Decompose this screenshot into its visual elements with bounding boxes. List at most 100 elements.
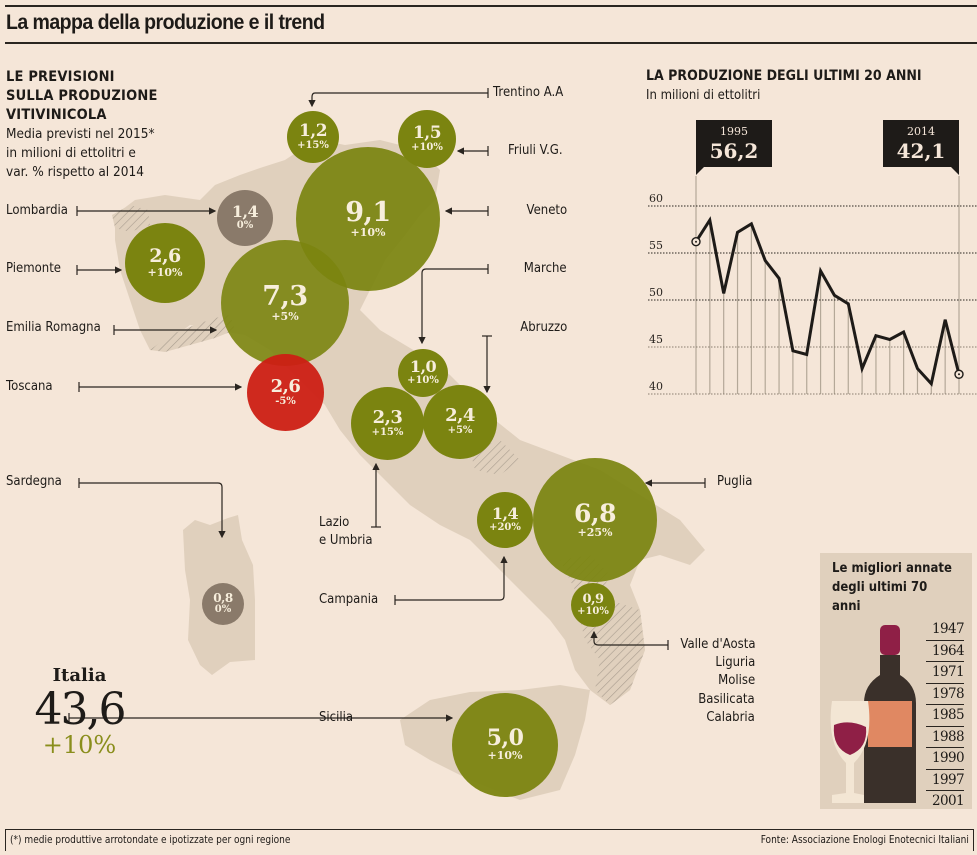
bubble-change: +10% bbox=[147, 265, 183, 279]
label-marche: Marche bbox=[524, 261, 567, 276]
y-tick-label: 40 bbox=[649, 380, 663, 393]
intro-block: LE PREVISIONI SULLA PRODUZIONE VITIVINIC… bbox=[6, 68, 236, 182]
data-point-center bbox=[695, 240, 697, 243]
vintage-year: 1947 bbox=[926, 619, 965, 641]
label-lazio: Lazio bbox=[319, 515, 350, 530]
series-line bbox=[694, 216, 961, 387]
source-credit: Fonte: Associazione Enologi Enotecnici I… bbox=[760, 833, 969, 846]
vintage-year: 1997 bbox=[926, 770, 965, 791]
top-rule bbox=[5, 5, 977, 7]
bubble-value: 1,4 bbox=[231, 202, 259, 221]
page-title: La mappa della produzione e il trend bbox=[6, 11, 325, 34]
intro-sub-line: in milioni di ettolitri e bbox=[6, 145, 136, 161]
bubble-value: 1,2 bbox=[298, 120, 328, 141]
label-valle-aosta: Valle d'Aosta bbox=[679, 637, 755, 652]
intro-heading-line: VITIVINICOLA bbox=[6, 107, 107, 123]
bubble-value: 7,3 bbox=[262, 280, 308, 312]
bubble-value: 1,4 bbox=[491, 504, 519, 523]
title-rule bbox=[5, 42, 977, 44]
vintage-year: 1988 bbox=[926, 727, 965, 748]
annotation-box bbox=[883, 120, 959, 167]
bubble-change: 0% bbox=[236, 220, 254, 231]
label-umbria: e Umbria bbox=[319, 533, 373, 548]
label-molise: Molise bbox=[717, 673, 755, 688]
vintage-year: 2001 bbox=[932, 793, 965, 809]
vintage-year: 1971 bbox=[926, 662, 965, 684]
label-sardegna: Sardegna bbox=[6, 474, 62, 489]
label-sicilia: Sicilia bbox=[319, 710, 354, 725]
label-basilicata: Basilicata bbox=[698, 692, 755, 707]
title-line: degli ultimi 70 bbox=[832, 580, 928, 595]
italia-change: +10% bbox=[42, 731, 117, 759]
label-toscana: Toscana bbox=[6, 379, 53, 394]
italia-total: Italia 43,6 +10% bbox=[22, 665, 137, 758]
bubble-change: +10% bbox=[411, 141, 443, 153]
bubble-change: +10% bbox=[577, 605, 609, 617]
chart-title: LA PRODUZIONE DEGLI ULTIMI 20 ANNI bbox=[646, 68, 922, 84]
bubble-change: +25% bbox=[577, 525, 613, 539]
bubble-change: +10% bbox=[350, 225, 386, 239]
vintage-year: 1964 bbox=[926, 641, 965, 662]
bubble-change: +15% bbox=[371, 426, 404, 438]
vintage-year: 1978 bbox=[926, 684, 965, 705]
annotation-value: 42,1 bbox=[897, 139, 946, 163]
label-trentino: Trentino A.A bbox=[493, 85, 564, 100]
bubble-sicilia: 5,0 +10% bbox=[452, 693, 558, 797]
bubble-change: +20% bbox=[489, 522, 521, 533]
label-campania: Campania bbox=[319, 592, 379, 607]
bubble-marche: 1,0 +10% bbox=[398, 349, 448, 397]
annotation-box bbox=[696, 120, 772, 167]
bubble-emilia-romagna: 7,3 +5% bbox=[221, 240, 349, 366]
label-lombardia: Lombardia bbox=[6, 203, 68, 218]
bubble-piemonte: 2,6 +10% bbox=[125, 223, 205, 303]
intro-sub-line: var. % rispetto al 2014 bbox=[6, 164, 144, 180]
intro-sub-line: Media previsti nel 2015* bbox=[6, 126, 155, 142]
bubble-campania: 1,4 +20% bbox=[477, 492, 533, 548]
footer: (*) medie produttive arrotondate e ipoti… bbox=[5, 829, 974, 851]
y-tick-label: 45 bbox=[649, 333, 663, 346]
label-piemonte: Piemonte bbox=[6, 261, 62, 276]
footnote: (*) medie produttive arrotondate e ipoti… bbox=[10, 833, 291, 846]
intro-heading-line: LE PREVISIONI bbox=[6, 69, 115, 85]
leader-lines bbox=[68, 88, 706, 723]
bubble-lombardia: 1,4 0% bbox=[217, 190, 273, 246]
annotation-pointer bbox=[951, 167, 959, 175]
intro-heading-line: SULLA PRODUZIONE bbox=[6, 88, 158, 104]
label-friuli: Friuli V.G. bbox=[508, 143, 563, 158]
bubble-value: 0,8 bbox=[213, 591, 233, 605]
bubble-value: 0,9 bbox=[582, 591, 604, 607]
bubble-lazio-umbria: 2,3 +15% bbox=[351, 387, 424, 460]
bubble-change: +15% bbox=[297, 139, 329, 151]
best-vintages-box: Le migliori annate degli ultimi 70 anni … bbox=[820, 553, 972, 809]
label-veneto: Veneto bbox=[526, 203, 567, 218]
label-emilia-romagna: Emilia Romagna bbox=[6, 320, 101, 335]
bubble-other-regions: 0,9 +10% bbox=[571, 583, 615, 627]
label-puglia: Puglia bbox=[717, 474, 753, 489]
label-liguria: Liguria bbox=[715, 655, 755, 670]
bubble-toscana: 2,6 -5% bbox=[247, 354, 324, 431]
bubble-value: 6,8 bbox=[574, 498, 617, 528]
italia-value: 43,6 bbox=[34, 684, 127, 735]
label-calabria: Calabria bbox=[706, 710, 755, 725]
y-tick-label: 55 bbox=[649, 239, 663, 252]
y-tick-label: 60 bbox=[649, 192, 663, 205]
bubble-change: +5% bbox=[271, 309, 299, 323]
bubble-value: 1,5 bbox=[412, 122, 442, 143]
vintage-year: 1990 bbox=[926, 748, 965, 770]
liguria-hatch bbox=[150, 315, 235, 352]
annotation-year: 2014 bbox=[907, 125, 935, 138]
best-vintages-title: Le migliori annate degli ultimi 70 anni bbox=[832, 559, 952, 616]
bubble-value: 2,6 bbox=[270, 375, 301, 397]
bubble-value: 2,6 bbox=[149, 244, 181, 267]
wine-bottle-glass-icon bbox=[830, 625, 916, 803]
bubble-value: 5,0 bbox=[486, 725, 524, 752]
bubble-puglia: 6,8 +25% bbox=[533, 458, 657, 582]
title-line: Le migliori annate bbox=[832, 561, 952, 576]
valle-aosta-hatch bbox=[112, 205, 150, 232]
bubble-value: 2,4 bbox=[445, 405, 475, 426]
bubble-change: +10% bbox=[407, 375, 439, 386]
annotation-year: 1995 bbox=[720, 125, 748, 138]
label-abruzzo: Abruzzo bbox=[519, 320, 567, 335]
annotation-pointer bbox=[696, 167, 704, 175]
